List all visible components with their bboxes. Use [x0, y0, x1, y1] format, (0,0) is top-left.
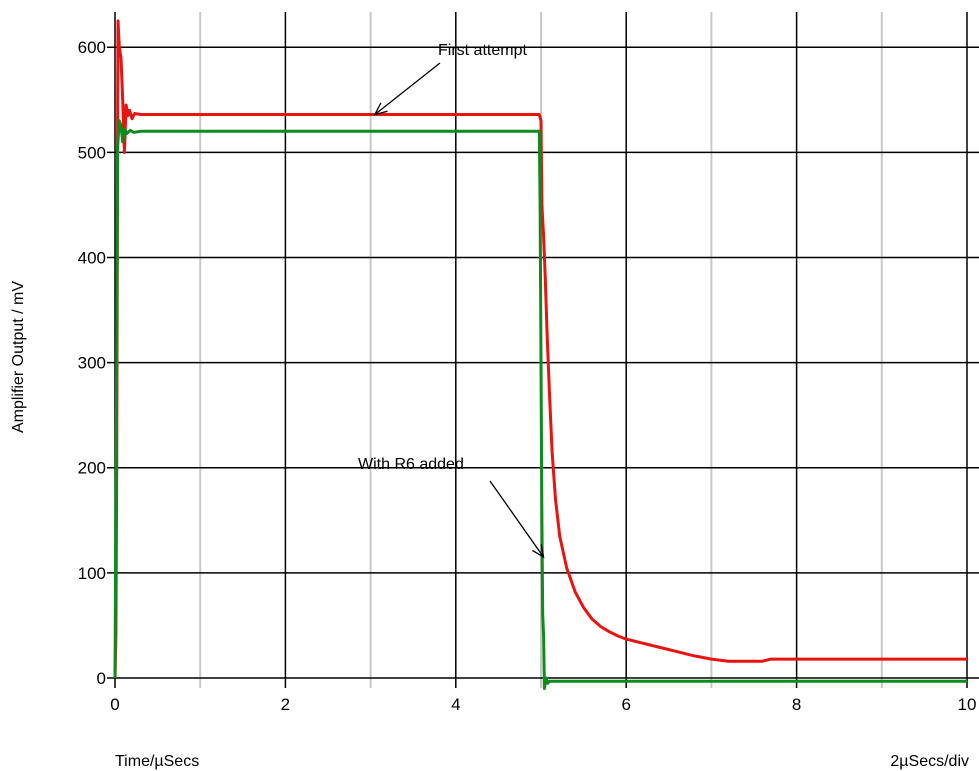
x-tick-label: 2 [281, 695, 290, 714]
y-tick-label: 0 [97, 669, 106, 688]
y-tick-label: 600 [78, 38, 106, 57]
series-line-green [113, 119, 967, 690]
y-axis-label: Amplifier Output / mV [10, 281, 27, 433]
x-tick-label: 6 [621, 695, 630, 714]
annotation-arrow-line [374, 62, 441, 116]
y-tick-label: 200 [78, 459, 106, 478]
annotation-with-r6-added: With R6 added [358, 456, 464, 473]
x-tick-label: 0 [110, 695, 119, 714]
series-line-red [113, 19, 967, 679]
annotation-arrows [373, 62, 545, 559]
x-axis-label-left: Time/µSecs [115, 753, 199, 770]
x-tick-label: 10 [958, 695, 977, 714]
plot-lines [113, 19, 967, 690]
x-tick-label: 8 [792, 695, 801, 714]
y-tick-label: 400 [78, 248, 106, 267]
annotation-arrow-head [532, 544, 545, 559]
x-tick-label: 4 [451, 695, 460, 714]
y-tick-label: 100 [78, 564, 106, 583]
annotation-arrow-line [489, 480, 545, 558]
y-tick-label: 300 [78, 354, 106, 373]
annotation-arrow-head [373, 102, 388, 116]
annotation-first-attempt: First attempt [438, 42, 527, 59]
x-axis-label-right: 2µSecs/div [890, 753, 969, 770]
y-tick-label: 500 [78, 143, 106, 162]
